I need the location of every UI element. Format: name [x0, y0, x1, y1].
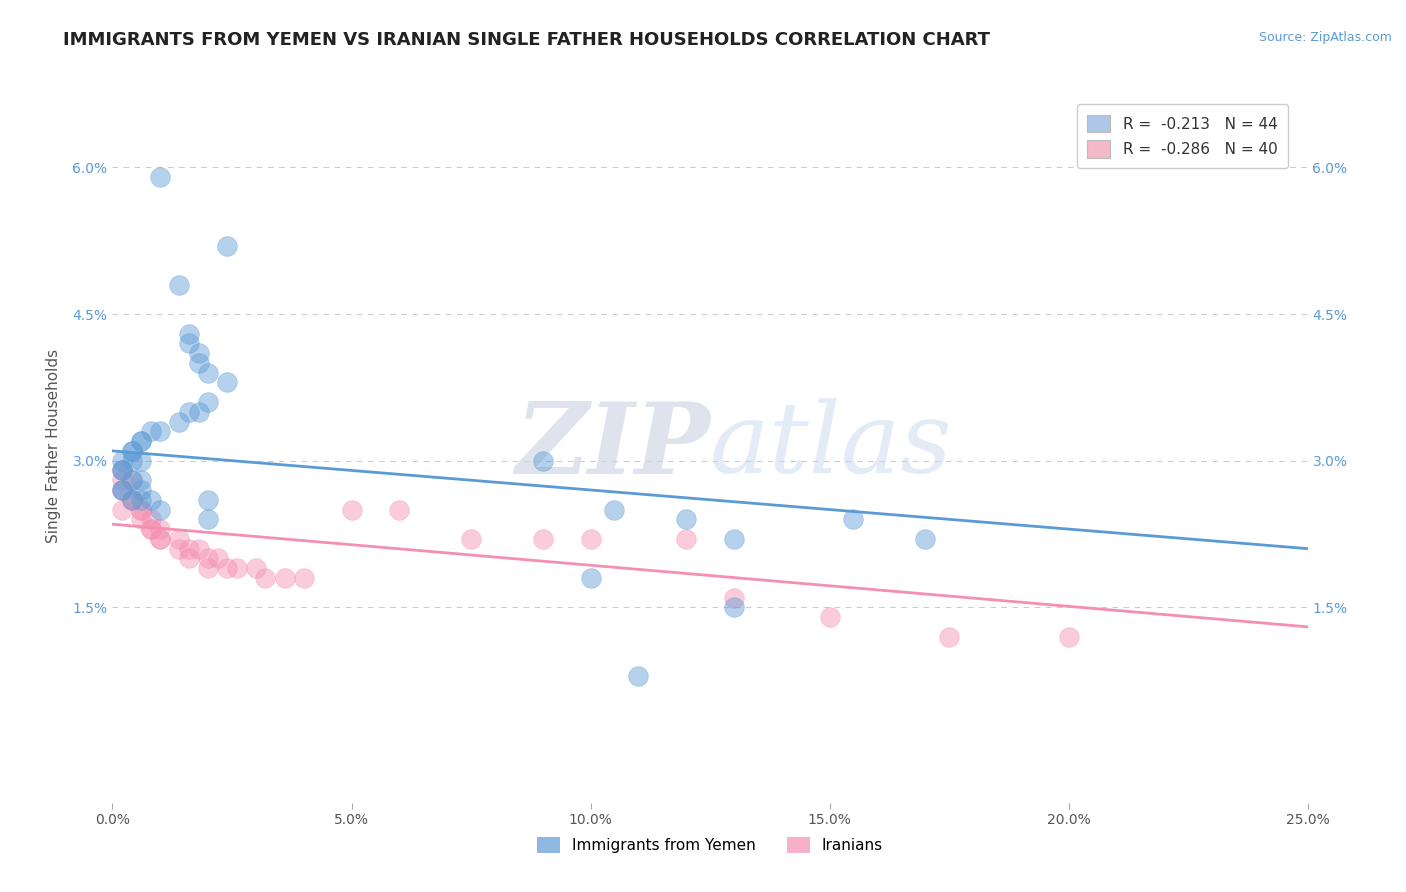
Point	[914, 532, 936, 546]
Point	[149, 522, 172, 536]
Point	[177, 336, 200, 351]
Point	[292, 571, 315, 585]
Point	[217, 376, 239, 390]
Point	[627, 669, 650, 683]
Point	[187, 541, 209, 556]
Point	[129, 492, 152, 507]
Point	[121, 492, 143, 507]
Point	[139, 522, 162, 536]
Point	[139, 522, 162, 536]
Point	[129, 473, 152, 487]
Point	[187, 346, 209, 360]
Point	[197, 492, 219, 507]
Point	[149, 532, 172, 546]
Point	[121, 443, 143, 458]
Point	[723, 532, 745, 546]
Point	[121, 492, 143, 507]
Text: atlas: atlas	[710, 399, 953, 493]
Point	[121, 453, 143, 467]
Point	[111, 473, 134, 487]
Point	[675, 532, 697, 546]
Point	[139, 512, 162, 526]
Point	[340, 502, 363, 516]
Point	[273, 571, 295, 585]
Point	[579, 532, 602, 546]
Point	[169, 277, 191, 292]
Point	[254, 571, 277, 585]
Point	[129, 502, 152, 516]
Point	[197, 395, 219, 409]
Text: IMMIGRANTS FROM YEMEN VS IRANIAN SINGLE FATHER HOUSEHOLDS CORRELATION CHART: IMMIGRANTS FROM YEMEN VS IRANIAN SINGLE …	[63, 31, 990, 49]
Point	[675, 512, 697, 526]
Point	[177, 326, 200, 341]
Point	[149, 170, 172, 185]
Point	[579, 571, 602, 585]
Point	[149, 425, 172, 439]
Point	[187, 356, 209, 370]
Point	[149, 502, 172, 516]
Point	[121, 443, 143, 458]
Y-axis label: Single Father Households: Single Father Households	[46, 349, 62, 543]
Point	[177, 551, 200, 566]
Point	[217, 238, 239, 252]
Point	[129, 434, 152, 449]
Point	[187, 405, 209, 419]
Point	[197, 512, 219, 526]
Point	[129, 512, 152, 526]
Point	[197, 561, 219, 575]
Point	[111, 483, 134, 497]
Point	[603, 502, 626, 516]
Point	[531, 532, 554, 546]
Point	[111, 502, 134, 516]
Point	[111, 463, 134, 477]
Text: ZIP: ZIP	[515, 398, 710, 494]
Point	[169, 541, 191, 556]
Point	[111, 483, 134, 497]
Point	[169, 415, 191, 429]
Text: Source: ZipAtlas.com: Source: ZipAtlas.com	[1258, 31, 1392, 45]
Point	[129, 502, 152, 516]
Point	[1057, 630, 1080, 644]
Point	[197, 551, 219, 566]
Point	[177, 541, 200, 556]
Point	[111, 463, 134, 477]
Point	[723, 600, 745, 615]
Point	[149, 532, 172, 546]
Point	[938, 630, 960, 644]
Point	[217, 561, 239, 575]
Point	[129, 483, 152, 497]
Point	[111, 483, 134, 497]
Legend: Immigrants from Yemen, Iranians: Immigrants from Yemen, Iranians	[531, 831, 889, 859]
Point	[197, 366, 219, 380]
Point	[121, 492, 143, 507]
Point	[129, 434, 152, 449]
Point	[723, 591, 745, 605]
Point	[111, 453, 134, 467]
Point	[460, 532, 482, 546]
Point	[531, 453, 554, 467]
Point	[225, 561, 247, 575]
Point	[121, 473, 143, 487]
Point	[207, 551, 229, 566]
Point	[139, 492, 162, 507]
Point	[169, 532, 191, 546]
Point	[129, 453, 152, 467]
Point	[139, 425, 162, 439]
Point	[818, 610, 841, 624]
Point	[388, 502, 411, 516]
Point	[842, 512, 865, 526]
Point	[177, 405, 200, 419]
Point	[111, 463, 134, 477]
Point	[121, 473, 143, 487]
Point	[245, 561, 267, 575]
